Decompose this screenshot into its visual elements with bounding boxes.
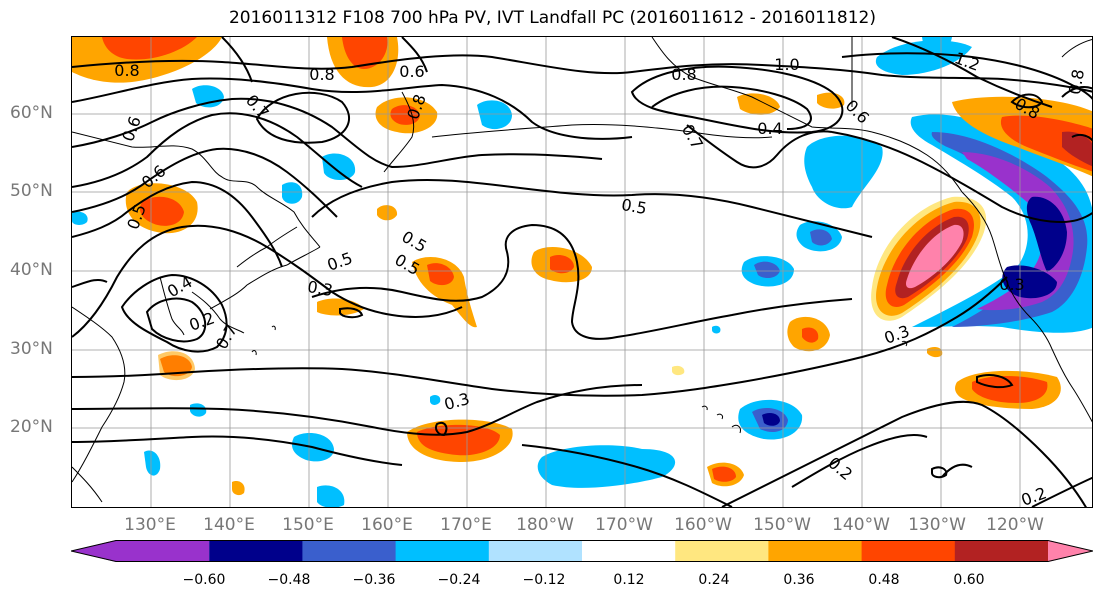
colorbar-tick-label: −0.36 [352,572,396,588]
negative-anomaly-shading [190,403,207,417]
lat-label: 40°N [10,260,53,280]
map-title: 2016011312 F108 700 hPa PV, IVT Landfall… [228,8,876,28]
colorbar-bin [488,540,583,562]
positive-anomaly-shading [802,327,819,343]
negative-anomaly-shading [537,445,676,488]
contour-label: 0.6 [118,114,145,144]
contour-label: 1.0 [774,55,799,74]
contour-label: 0.6 [842,96,873,127]
lon-label: 170°E [440,515,492,535]
positive-anomaly-shading [412,257,477,328]
negative-anomaly-shading [1026,196,1067,272]
contour-label: 0.2 [824,453,856,484]
negative-anomaly-shading [712,325,721,334]
colorbar-tick-label: −0.48 [267,572,311,588]
colorbar-bin [209,540,303,562]
pv-contours [72,37,1092,507]
lon-label: 120°W [986,515,1044,535]
positive-anomaly-shading [427,263,454,286]
negative-anomaly-shading [72,211,88,225]
negative-anomaly-shading [192,85,224,108]
negative-anomaly-shading [804,135,883,209]
negative-anomaly-shading [875,40,972,75]
colorbar-bin [954,540,1049,562]
colorbar-tick-label: −0.60 [182,572,226,588]
contour-label: 0.8 [671,65,696,84]
positive-anomaly-shading [1062,131,1092,167]
negative-anomaly-shading [477,100,512,130]
positive-anomaly-shading [550,255,574,274]
contour-label: 0.3 [882,321,912,348]
colorbar-bin [582,540,676,562]
negative-anomaly-shading [144,450,161,476]
positive-anomaly-shading [927,347,943,358]
negative-anomaly-shading [317,485,345,507]
positive-anomaly-shading [102,37,197,60]
colorbar-tick-label: 0.12 [613,572,645,588]
contour-label: 1.2 [952,48,982,75]
positive-anomaly-shading [737,93,780,115]
contour-label: 0.8 [114,61,139,80]
positive-anomaly-shading [905,224,964,289]
lat-label: 30°N [10,339,53,359]
colorbar-bin [768,540,863,562]
lat-label: 50°N [10,181,53,201]
contour-label: 0.4 [757,119,782,138]
colorbar-extension-high [1048,540,1093,562]
colorbar [71,540,1093,562]
contour-label: 0.7 [242,91,273,123]
colorbar-bin [395,540,490,562]
map-panel: 0.8 0.8 0.8 1.0 1.2 0.8 0.7 0.6 0.4 0.8 0.7 0.6 0.5 0… [71,36,1093,508]
colorbar-tick-label: 0.48 [868,572,900,588]
negative-anomaly-shading [232,481,245,496]
contour-label: 0.2 [187,308,217,335]
colorbar-bin [861,540,956,562]
contour-label: 0.8 [1065,68,1088,96]
lon-label: 130°W [908,515,966,535]
positive-anomaly-shading [1000,115,1092,172]
colorbar-tick-label: −0.24 [437,572,481,588]
colorbar-tick-label: 0.60 [953,572,985,588]
contour-label: 0.3 [999,275,1024,294]
negative-anomaly-shading [1002,265,1057,299]
colorbar-bin [302,540,397,562]
positive-anomaly-shading [672,365,685,376]
contour-label: 0.7 [678,121,707,153]
negative-anomaly-shading [922,37,952,53]
colorbar-tick-label: −0.12 [522,572,566,588]
positive-anomaly-shading [972,375,1048,403]
positive-anomaly-shading [712,466,736,482]
colorbar-tick-label: 0.36 [783,572,815,588]
lon-label: 180°W [516,515,574,535]
negative-anomaly-shading [430,394,441,405]
lon-label: 150°W [753,515,811,535]
contour-label: 0.3 [306,277,334,300]
contour-label: 0.2 [1019,483,1049,508]
lat-label: 20°N [10,417,53,437]
contour-label: 0.5 [620,195,648,218]
colorbar-bin [675,540,769,562]
positive-anomaly-shading [390,105,420,125]
lon-label: 160°W [674,515,732,535]
positive-anomaly-shading [377,205,398,221]
colorbar-outline [71,540,1093,562]
positive-anomaly-shading [342,37,388,69]
negative-anomaly-shading [282,182,303,204]
positive-anomaly-shading [158,351,195,381]
lon-label: 140°W [832,515,890,535]
colorbar-tick-label: 0.24 [698,572,730,588]
negative-anomaly-shading [810,229,832,246]
contour-label: 0.8 [309,65,334,84]
colorbar-extension-low [71,540,210,562]
lon-label: 160°E [361,515,413,535]
lon-label: 130°E [124,515,176,535]
contour-label: 0.6 [399,62,424,81]
lon-label: 170°W [595,515,653,535]
negative-anomaly-shading [754,261,780,279]
lon-label: 150°E [282,515,334,535]
negative-anomaly-shading [762,413,780,426]
lat-label: 60°N [10,103,53,123]
lon-label: 140°E [203,515,255,535]
negative-anomaly-shading [322,153,356,181]
